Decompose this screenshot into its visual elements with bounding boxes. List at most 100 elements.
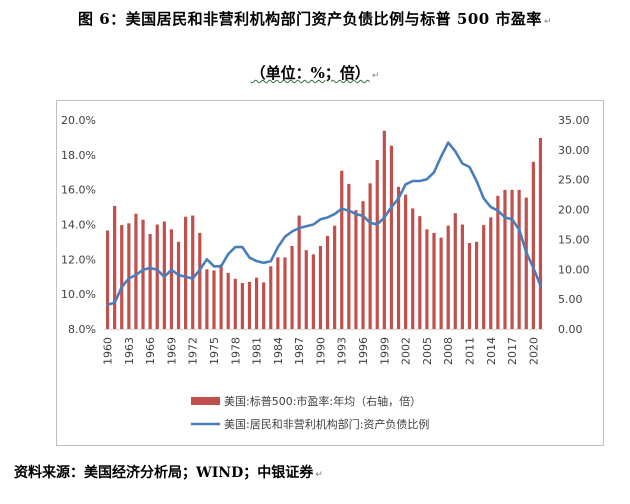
bar — [169, 229, 174, 329]
bar — [254, 277, 259, 329]
x-axis-tick-label: 2002 — [400, 337, 413, 365]
bar — [141, 219, 145, 329]
right-axis-tick-label: 20.00 — [558, 204, 590, 217]
bar — [283, 257, 287, 329]
right-axis-tick-label: 10.00 — [558, 263, 590, 276]
left-axis-tick-label: 14.0% — [61, 219, 96, 232]
bar — [361, 201, 365, 329]
bar — [198, 232, 202, 329]
x-axis-tick-label: 1999 — [378, 337, 391, 365]
x-axis-tick-label: 2020 — [527, 337, 540, 365]
bar — [389, 145, 394, 329]
paragraph-mark-icon: ↵ — [315, 470, 323, 480]
bar — [347, 183, 351, 329]
x-axis-tick-label: 1969 — [165, 337, 178, 365]
bar — [425, 229, 429, 329]
paragraph-mark-icon: ↵ — [543, 17, 552, 27]
right-axis-tick-label: 30.00 — [558, 144, 590, 157]
bar — [531, 161, 535, 329]
x-axis-tick-label: 1966 — [144, 337, 157, 365]
bar — [432, 232, 436, 329]
bar — [191, 215, 195, 329]
bar — [368, 183, 372, 329]
bar — [340, 170, 344, 329]
bar — [382, 130, 386, 329]
bar — [404, 194, 408, 329]
bar — [439, 237, 443, 329]
source-note-text: 资料来源：美国经济分析局；WIND；中银证券 — [14, 465, 314, 481]
left-axis-tick-label: 18.0% — [61, 149, 96, 162]
legend-line-label: 美国:居民和非营利机构部门:资产负债比例 — [224, 417, 429, 431]
bar — [354, 210, 358, 329]
x-axis-tick-label: 1993 — [336, 337, 349, 365]
chart-frame — [56, 100, 604, 446]
bar — [311, 254, 315, 329]
x-axis-tick-label: 1963 — [123, 337, 136, 365]
x-axis-tick-label: 1975 — [208, 337, 221, 365]
bar — [276, 257, 280, 329]
bar — [290, 245, 294, 329]
bar — [304, 250, 308, 329]
bar — [134, 213, 138, 329]
bar — [446, 225, 450, 329]
bar — [219, 264, 223, 329]
bar — [113, 205, 117, 329]
bar — [496, 195, 500, 329]
right-axis-tick-label: 35.00 — [558, 114, 590, 127]
paragraph-mark-icon: ↵ — [371, 71, 380, 81]
bar — [297, 215, 301, 329]
bar — [538, 137, 543, 329]
bar — [212, 270, 216, 329]
bar — [120, 225, 124, 329]
source-note: 资料来源：美国经济分析局；WIND；中银证券 ↵ — [14, 462, 323, 482]
left-axis-tick-label: 10.0% — [61, 288, 96, 301]
bar — [510, 189, 514, 329]
bar — [517, 189, 521, 329]
bar — [453, 213, 457, 329]
left-axis-tick-label: 20.0% — [61, 114, 96, 127]
x-axis-tick-label: 2005 — [421, 337, 434, 365]
x-axis-tick-label: 2017 — [506, 337, 519, 365]
bar — [503, 189, 507, 329]
legend-bar-swatch — [191, 397, 220, 405]
right-axis-tick-label: 5.00 — [558, 293, 583, 306]
bar — [226, 272, 230, 329]
bar — [333, 225, 337, 329]
left-axis-tick-label: 12.0% — [61, 253, 96, 266]
bar — [127, 223, 131, 329]
bar — [467, 243, 472, 329]
x-axis-tick-label: 1990 — [314, 337, 327, 365]
bar — [240, 283, 244, 329]
bar — [269, 266, 273, 329]
left-axis-tick-label: 8.0% — [68, 323, 96, 336]
bar — [489, 217, 493, 329]
bar — [247, 281, 252, 329]
bar — [176, 241, 181, 329]
x-axis-tick-label: 1978 — [229, 337, 242, 365]
bar — [205, 269, 209, 329]
chart-title: 图 6：美国居民和非营利机构部门资产负债比例与标普 500 市盈率 ↵ — [0, 8, 630, 29]
legend-bar-label: 美国:标普500:市盈率:年均（右轴，倍） — [224, 394, 421, 408]
bar — [375, 160, 379, 329]
x-axis-tick-label: 1972 — [187, 337, 200, 365]
x-axis-tick-label: 1960 — [102, 337, 115, 365]
chart-unit-text: （单位：%；倍） — [250, 64, 370, 82]
right-axis-tick-label: 0.00 — [558, 323, 583, 336]
bar — [482, 225, 486, 329]
x-axis-tick-label: 2008 — [442, 337, 455, 365]
bar — [105, 230, 110, 329]
bar — [411, 208, 415, 329]
right-axis-tick-label: 25.00 — [558, 174, 590, 187]
bar — [418, 216, 422, 329]
asset-liability-ratio-line — [106, 141, 542, 306]
chart-unit: （单位：%；倍） ↵ — [0, 62, 630, 83]
right-axis-tick-label: 15.00 — [558, 233, 590, 246]
bar — [233, 278, 237, 329]
left-axis-tick-label: 16.0% — [61, 184, 96, 197]
x-axis-tick-label: 1987 — [293, 337, 306, 365]
x-axis-tick-label: 1996 — [357, 337, 370, 365]
x-axis-tick-label: 2011 — [463, 337, 476, 365]
x-axis-tick-label: 1981 — [251, 337, 264, 365]
bar — [396, 186, 401, 329]
